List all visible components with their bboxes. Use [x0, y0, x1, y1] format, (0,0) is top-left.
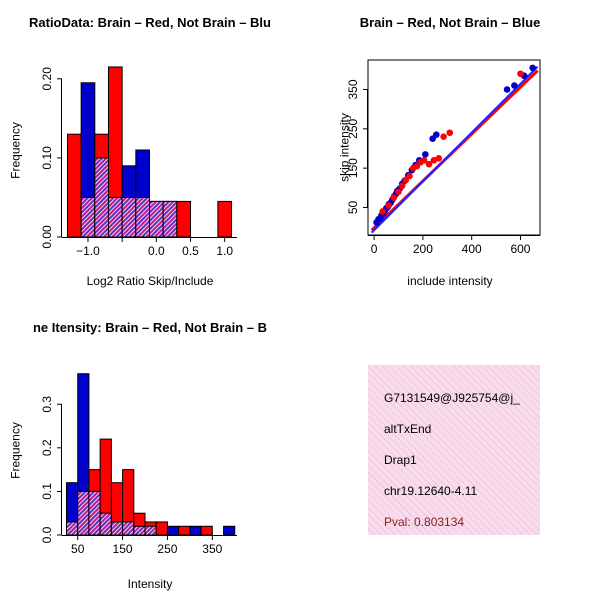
- svg-text:0.2: 0.2: [40, 439, 54, 456]
- svg-text:0.0: 0.0: [148, 244, 165, 258]
- chart-title: RatioData: Brain – Red, Not Brain – Blu: [29, 15, 271, 30]
- panel-intensity-scatter: Brain – Red, Not Brain – Blue skip inten…: [300, 0, 600, 300]
- svg-text:0: 0: [371, 242, 378, 256]
- x-axis-label: Intensity: [127, 577, 173, 591]
- svg-text:50: 50: [346, 200, 360, 214]
- info-box: G7131549@J925754@j_ altTxEnd Drap1 chr19…: [368, 365, 540, 535]
- svg-text:350: 350: [346, 79, 360, 99]
- gene-intensity-histogram-plot: 50 150 250 350 0.0 0.1 0.2 0.3: [40, 373, 237, 556]
- svg-text:200: 200: [413, 242, 433, 256]
- svg-text:250: 250: [157, 542, 177, 556]
- svg-text:0.1: 0.1: [40, 483, 54, 500]
- svg-text:0.5: 0.5: [182, 244, 199, 258]
- event-type-text: altTxEnd: [384, 422, 432, 436]
- svg-text:0.10: 0.10: [40, 146, 54, 170]
- svg-text:50: 50: [71, 542, 85, 556]
- svg-text:−1.0: −1.0: [76, 244, 100, 258]
- svg-text:1.0: 1.0: [216, 244, 233, 258]
- log2ratio-histogram-plot: −1.0 0.0 0.5 1.0 0.00 0.10 0.20: [40, 66, 237, 258]
- panel-gene-intensity-histogram: ne Itensity: Brain – Red, Not Brain – B …: [0, 300, 300, 600]
- x-axis-label: Log2 Ratio Skip/Include: [86, 274, 214, 288]
- chart-title: ne Itensity: Brain – Red, Not Brain – B: [32, 320, 268, 335]
- panel-event-info: G7131549@J925754@j_ altTxEnd Drap1 chr19…: [300, 300, 600, 600]
- svg-text:0.3: 0.3: [40, 396, 54, 413]
- panel-log2ratio-histogram: RatioData: Brain – Red, Not Brain – Blu …: [0, 0, 300, 300]
- svg-text:0.20: 0.20: [40, 67, 54, 91]
- gene-name-text: Drap1: [384, 453, 417, 467]
- chart-title: Brain – Red, Not Brain – Blue: [359, 15, 541, 30]
- svg-text:0.0: 0.0: [40, 526, 54, 543]
- svg-text:150: 150: [113, 542, 133, 556]
- probe-id-text: G7131549@J925754@j_: [384, 391, 520, 405]
- svg-text:250: 250: [346, 118, 360, 138]
- pval-text: Pval: 0.803134: [384, 515, 465, 529]
- svg-text:400: 400: [462, 242, 482, 256]
- svg-text:0.00: 0.00: [40, 225, 54, 249]
- intensity-scatter-plot: 0 200 400 600 50 150 250 350: [346, 59, 541, 256]
- x-axis-label: include intensity: [407, 274, 493, 288]
- svg-text:350: 350: [202, 542, 222, 556]
- svg-text:600: 600: [510, 242, 530, 256]
- locus-text: chr19.12640-4.11: [384, 484, 478, 498]
- svg-text:150: 150: [346, 158, 360, 178]
